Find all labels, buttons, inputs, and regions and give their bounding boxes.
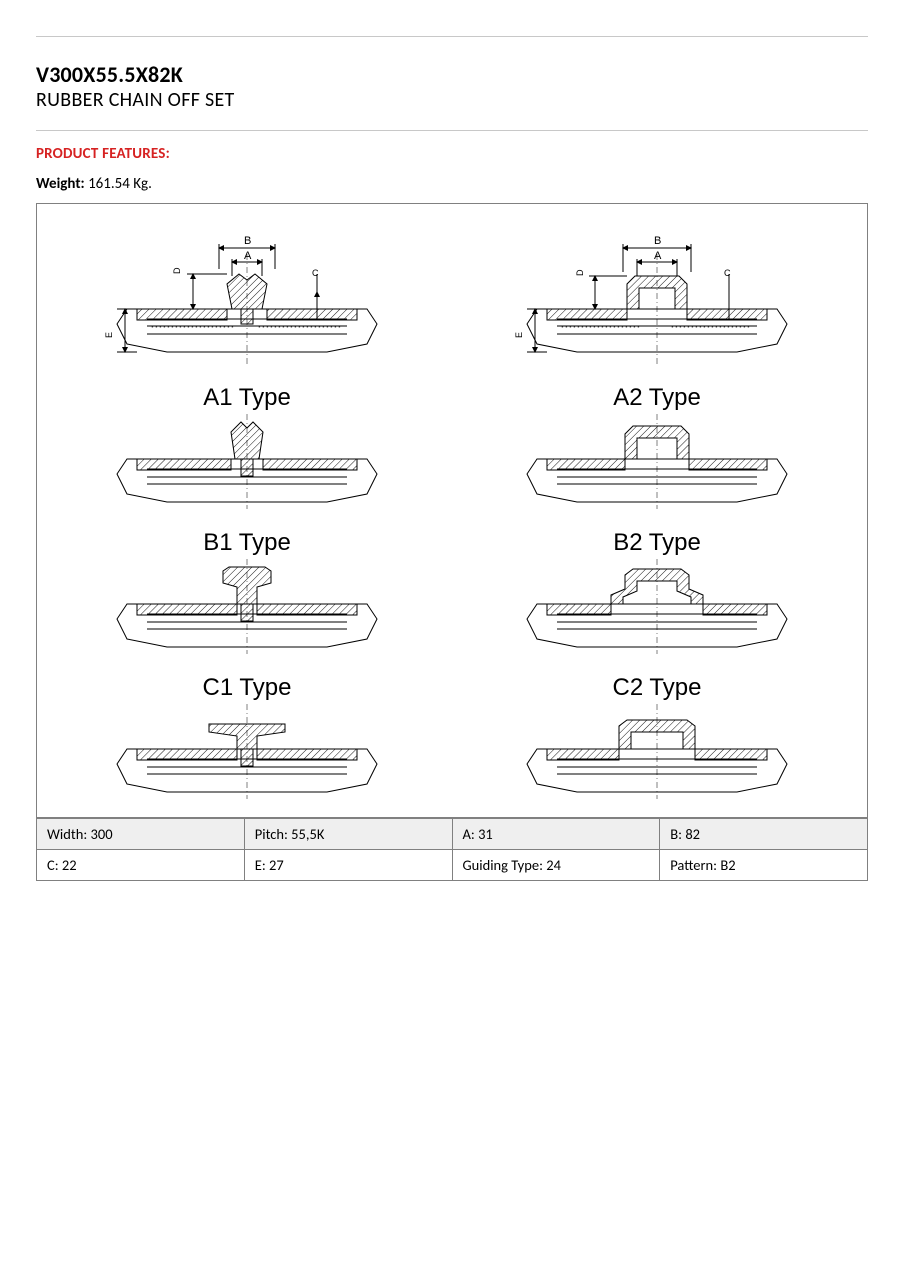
type-label-b1: B1 Type — [203, 529, 291, 557]
spec-value: 31 — [478, 825, 493, 843]
weight-value: 161.54 Kg. — [88, 175, 152, 193]
spec-value: 27 — [269, 856, 284, 874]
spec-label: Pitch — [255, 825, 284, 843]
type-label-a1: A1 Type — [203, 384, 291, 412]
section-a1 — [97, 414, 397, 509]
spec-value: 55,5K — [291, 825, 324, 843]
section-b1 — [97, 559, 397, 654]
mid-divider — [36, 130, 868, 131]
dim-label-C: C — [312, 268, 319, 278]
product-subtitle: RUBBER CHAIN OFF SET — [36, 88, 868, 112]
dim-label-D: D — [575, 269, 585, 276]
spec-label: Guiding Type — [463, 856, 540, 874]
spec-label: E — [255, 856, 262, 874]
dim-label-A: A — [654, 250, 662, 262]
spec-table: Width: 300 Pitch: 55,5K A: 31 B: 82 C: 2… — [36, 818, 868, 881]
dim-label-B: B — [244, 235, 251, 247]
spec-value: 24 — [546, 856, 561, 874]
features-heading: PRODUCT FEATURES: — [36, 145, 868, 163]
section-dimensioned-right: B A D C E — [477, 214, 837, 374]
spec-label: C — [47, 856, 55, 874]
spec-label: Pattern — [670, 856, 713, 874]
dim-label-B: B — [654, 235, 661, 247]
weight-label: Weight: — [36, 175, 85, 193]
spec-value: B2 — [720, 856, 735, 874]
table-row: Width: 300 Pitch: 55,5K A: 31 B: 82 — [37, 819, 868, 850]
section-c2 — [507, 704, 807, 799]
dim-label-E: E — [104, 332, 114, 338]
spec-label: Width — [47, 825, 83, 843]
section-a2 — [507, 414, 807, 509]
dim-label-A: A — [244, 250, 252, 262]
type-label-a2: A2 Type — [613, 384, 701, 412]
diagram-panel: B A D C E — [36, 203, 868, 818]
top-divider — [36, 36, 868, 37]
spec-label: A — [463, 825, 471, 843]
section-dimensioned-left: B A D C E — [67, 214, 427, 374]
type-label-c2: C2 Type — [613, 674, 702, 702]
dim-label-E: E — [514, 332, 524, 338]
spec-label: B — [670, 825, 678, 843]
weight-line: Weight: 161.54 Kg. — [36, 175, 868, 193]
product-code: V300X55.5X82K — [36, 61, 868, 88]
type-label-b2: B2 Type — [613, 529, 701, 557]
dim-label-C: C — [724, 268, 731, 278]
section-b2 — [507, 559, 807, 654]
spec-value: 82 — [685, 825, 700, 843]
dim-label-D: D — [172, 267, 182, 274]
section-c1 — [97, 704, 397, 799]
type-label-c1: C1 Type — [203, 674, 292, 702]
spec-value: 22 — [62, 856, 77, 874]
table-row: C: 22 E: 27 Guiding Type: 24 Pattern: B2 — [37, 850, 868, 881]
spec-value: 300 — [91, 825, 113, 843]
